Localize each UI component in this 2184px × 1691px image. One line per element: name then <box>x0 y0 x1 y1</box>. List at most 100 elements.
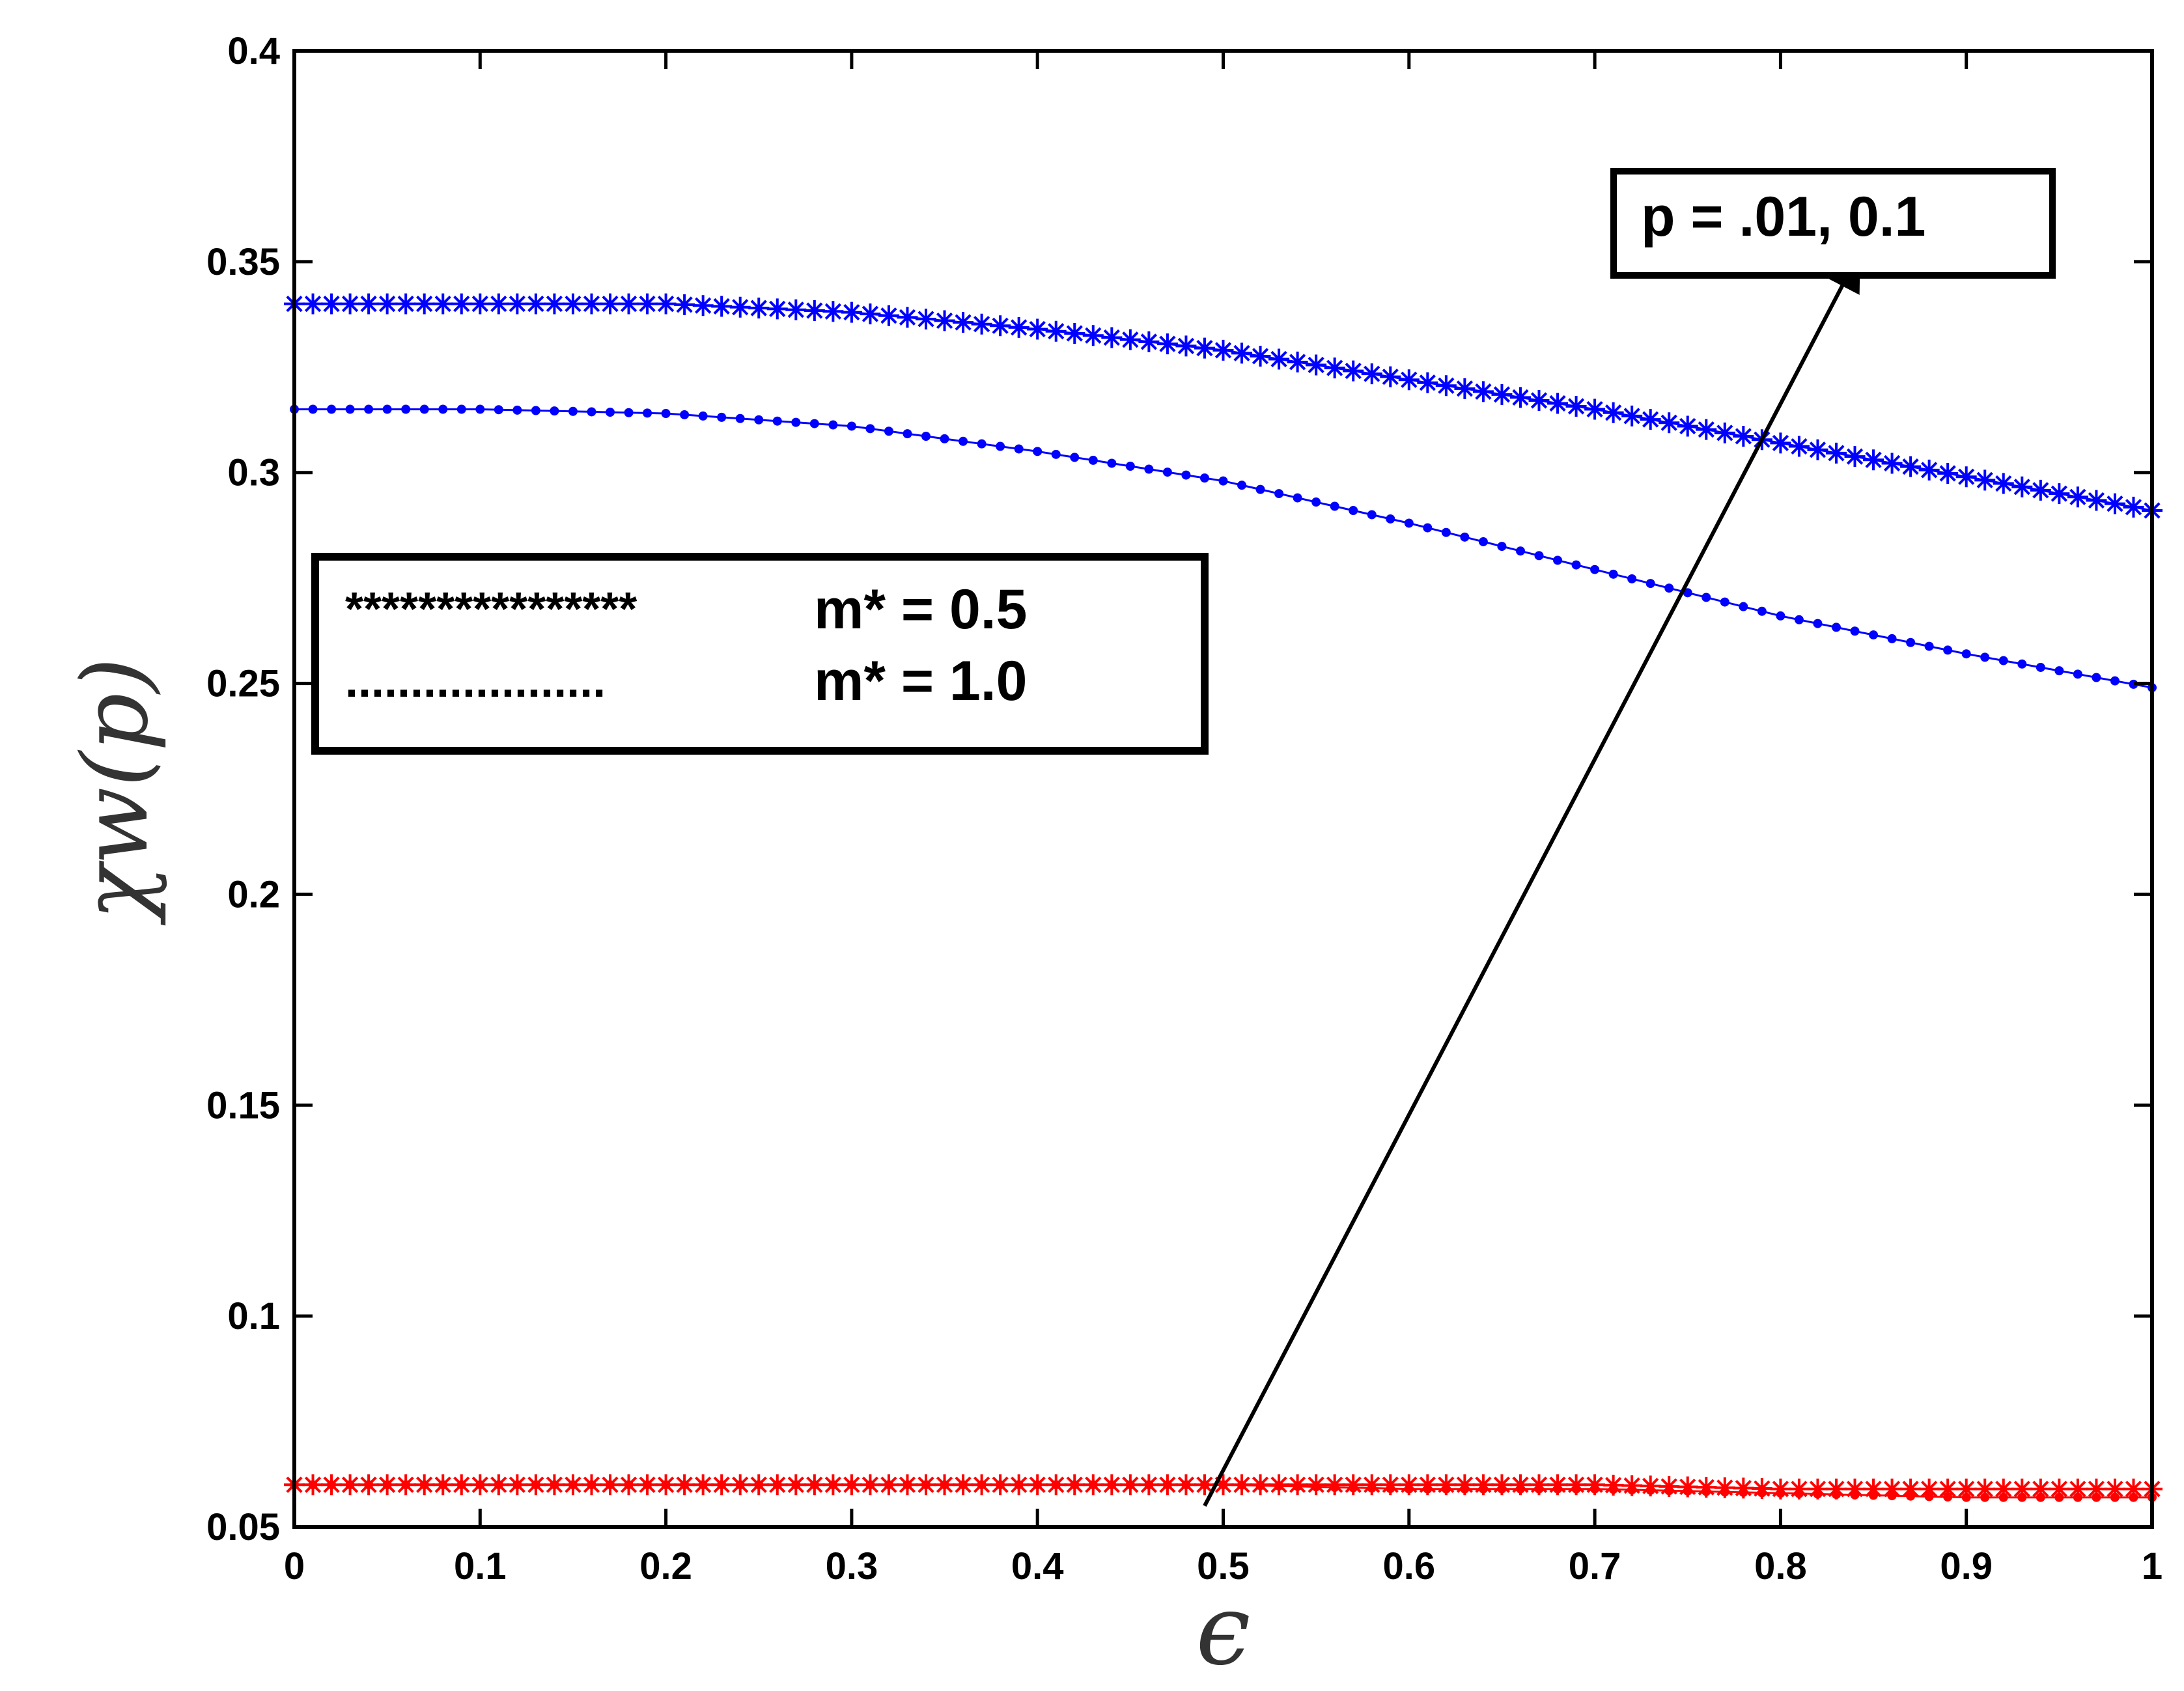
data-point <box>1107 1480 1117 1490</box>
data-point <box>1739 1487 1748 1497</box>
data-point <box>772 1480 782 1490</box>
data-point <box>1547 393 1569 414</box>
data-point <box>1937 463 1959 484</box>
data-point <box>2129 1492 2138 1502</box>
data-point <box>1937 1478 1959 1500</box>
data-point <box>308 404 318 414</box>
x-axis-label: ϵ <box>1196 1574 1250 1687</box>
data-point <box>587 1480 596 1490</box>
data-point <box>321 293 343 314</box>
data-point <box>903 1480 912 1490</box>
data-point <box>1008 316 1029 338</box>
data-point <box>1955 1478 1977 1500</box>
data-point <box>1993 1478 2014 1500</box>
data-point <box>878 305 899 326</box>
y-tick-label: 0.05 <box>206 1506 280 1548</box>
data-point <box>1887 634 1897 643</box>
data-point <box>327 1480 337 1490</box>
data-point <box>531 1480 540 1490</box>
legend-marks-star: **************** <box>345 583 637 636</box>
data-point <box>1844 1478 1866 1500</box>
data-point <box>1640 409 1661 430</box>
data-point <box>1014 1480 1024 1490</box>
data-point <box>1757 1488 1767 1498</box>
data-point <box>1733 426 1754 447</box>
data-point <box>1398 369 1420 391</box>
data-point <box>1776 611 1785 621</box>
data-point <box>1218 1480 1228 1490</box>
data-point <box>2036 662 2045 672</box>
y-tick-label: 0.1 <box>227 1295 280 1337</box>
data-point <box>1701 1487 1711 1496</box>
data-point <box>1645 579 1655 589</box>
annotation-arrow <box>1203 251 1860 1507</box>
data-point <box>934 310 955 331</box>
data-point <box>1454 378 1476 399</box>
data-point <box>525 293 546 314</box>
data-point <box>1659 412 1680 434</box>
data-point <box>1330 1483 1339 1492</box>
data-point <box>1683 1486 1692 1496</box>
data-point <box>1027 318 1048 340</box>
data-point <box>2054 666 2064 676</box>
data-point <box>1361 363 1382 385</box>
data-point <box>1515 546 1525 556</box>
data-point <box>1998 656 2008 665</box>
data-point <box>1255 484 1265 494</box>
data-point <box>711 296 733 317</box>
data-point <box>1515 1484 1525 1494</box>
data-point <box>2123 1478 2144 1500</box>
data-point <box>568 1480 578 1490</box>
data-point <box>2049 1478 2070 1500</box>
data-point <box>748 298 770 319</box>
data-point <box>1528 389 1550 411</box>
data-point <box>1863 449 1884 471</box>
data-point <box>903 429 912 439</box>
ticks-layer: 0 0.1 0.2 0.3 0.4 0.5 0.6 0.7 0.8 0.9 1 0.05 0.1 0.15… <box>206 30 2163 1587</box>
data-point <box>809 1480 819 1490</box>
data-point <box>1404 518 1414 528</box>
y-tick-label: 0.35 <box>206 241 280 283</box>
data-point <box>2073 1492 2082 1502</box>
data-point <box>940 1480 949 1490</box>
data-point <box>2054 1492 2064 1502</box>
data-point <box>1603 402 1624 423</box>
data-point <box>1974 1478 1996 1500</box>
data-point <box>1441 1484 1451 1494</box>
data-point <box>1998 1492 2008 1502</box>
data-point <box>828 420 838 430</box>
data-point <box>1770 432 1791 454</box>
data-point <box>772 416 782 426</box>
data-point <box>785 299 807 320</box>
data-point <box>345 404 355 414</box>
y-tick-label: 0.3 <box>227 452 280 494</box>
data-point <box>1863 1478 1884 1500</box>
data-point <box>1082 325 1104 346</box>
data-point <box>1064 322 1085 344</box>
data-point <box>1844 446 1866 468</box>
data-point <box>382 1480 392 1490</box>
data-point <box>809 419 819 428</box>
data-point <box>1788 1478 1810 1500</box>
data-point <box>959 1480 968 1490</box>
data-point <box>828 1480 838 1490</box>
data-point <box>1881 453 1903 474</box>
data-point <box>2123 496 2144 518</box>
legend-marks-dot: .................... <box>345 655 606 707</box>
data-point <box>2067 486 2088 508</box>
data-point <box>1553 1484 1563 1494</box>
data-point <box>1231 342 1253 364</box>
data-point <box>327 404 337 414</box>
data-point <box>2104 493 2125 514</box>
data-point <box>1881 1478 1903 1500</box>
data-point <box>1683 588 1692 598</box>
x-tick-label: 0 <box>284 1545 305 1587</box>
data-point <box>2017 659 2027 669</box>
data-point <box>643 408 652 418</box>
data-point <box>1943 1492 1953 1502</box>
data-point <box>1627 574 1637 583</box>
data-point <box>1218 476 1228 486</box>
data-point <box>1367 510 1377 520</box>
data-point <box>1441 527 1451 537</box>
